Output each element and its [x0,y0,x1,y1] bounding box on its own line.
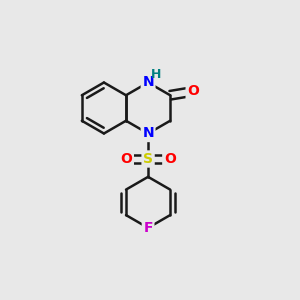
Text: O: O [187,84,199,98]
Text: O: O [121,152,132,166]
Text: S: S [143,152,153,166]
Text: O: O [164,152,176,166]
Text: N: N [142,127,154,140]
Text: H: H [150,68,161,82]
Text: N: N [142,76,154,89]
Text: F: F [143,221,153,235]
